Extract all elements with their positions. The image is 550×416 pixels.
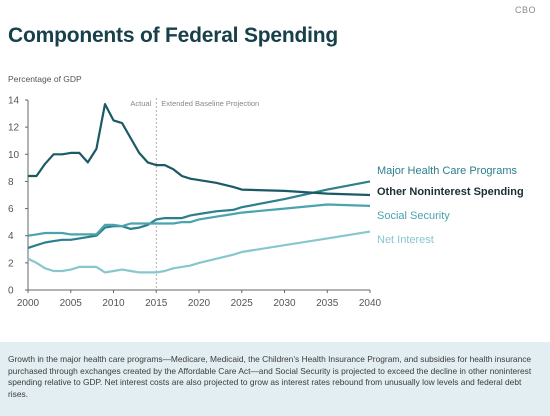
- x-tick-label: 2000: [17, 298, 40, 309]
- y-axis-label: Percentage of GDP: [8, 74, 82, 84]
- series-label-net-interest: Net Interest: [377, 234, 434, 246]
- publisher-logo: CBO: [514, 5, 536, 15]
- y-tick-label: 4: [8, 231, 14, 242]
- series-line-social-security: [27, 203, 371, 237]
- y-tick-label: 0: [8, 286, 14, 297]
- x-tick-label: 2010: [102, 298, 125, 309]
- series-line-net-interest: [27, 230, 371, 274]
- y-tick-label: 10: [8, 150, 20, 161]
- series-line-major-health-care: [27, 180, 371, 249]
- y-tick-label: 14: [8, 96, 20, 107]
- x-tick-label: 2040: [359, 298, 382, 309]
- chart-title: Components of Federal Spending: [8, 24, 339, 47]
- series-label-other-noninterest: Other Noninterest Spending: [377, 186, 524, 198]
- actual-annotation: Actual: [130, 99, 151, 108]
- y-tick-label: 12: [8, 123, 20, 134]
- series-line-other-noninterest: [28, 103, 371, 197]
- x-tick-label: 2005: [60, 298, 83, 309]
- x-tick-label: 2035: [316, 298, 339, 309]
- x-tick-label: 2030: [273, 298, 296, 309]
- x-tick-label: 2015: [145, 298, 168, 309]
- series-label-social-security: Social Security: [377, 210, 450, 222]
- x-tick-label: 2025: [231, 298, 254, 309]
- series-label-major-health-care: Major Health Care Programs: [377, 165, 517, 177]
- y-tick-label: 2: [8, 258, 14, 269]
- x-tick-label: 2020: [188, 298, 211, 309]
- y-tick-label: 6: [8, 204, 14, 215]
- y-tick-label: 8: [8, 177, 14, 188]
- line-chart: 0 2 4 6 8 10 12 14 2000 2005 2010 2015 2020 2025 2030 2…: [8, 96, 524, 310]
- projection-annotation: Extended Baseline Projection: [161, 99, 259, 108]
- chart-caption: Growth in the major health care programs…: [0, 342, 550, 416]
